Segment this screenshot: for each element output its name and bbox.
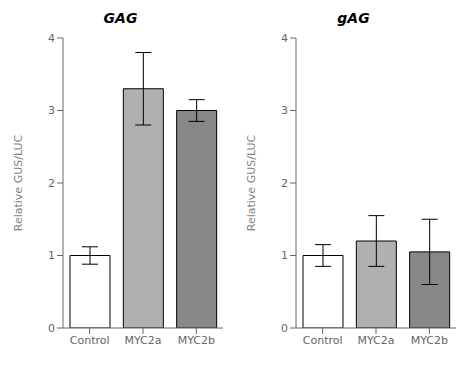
- svg-text:1: 1: [48, 249, 55, 262]
- svg-text:4: 4: [281, 32, 288, 45]
- svg-text:3: 3: [48, 104, 55, 117]
- svg-text:MYC2b: MYC2b: [411, 334, 448, 347]
- svg-text:3: 3: [281, 104, 288, 117]
- svg-text:Control: Control: [303, 334, 343, 347]
- svg-text:2: 2: [281, 177, 288, 190]
- svg-text:0: 0: [281, 322, 288, 335]
- svg-text:Relative GUS/LUC: Relative GUS/LUC: [12, 134, 25, 231]
- svg-text:Relative GUS/LUC: Relative GUS/LUC: [245, 134, 258, 231]
- svg-text:Control: Control: [70, 334, 110, 347]
- svg-text:4: 4: [48, 32, 55, 45]
- svg-text:MYC2b: MYC2b: [178, 334, 215, 347]
- svg-text:2: 2: [48, 177, 55, 190]
- svg-text:1: 1: [281, 249, 288, 262]
- html-text:GAG: GAG: [103, 10, 138, 26]
- svg-text:MYC2a: MYC2a: [357, 334, 394, 347]
- svg-text:MYC2a: MYC2a: [124, 334, 161, 347]
- svg-text:0: 0: [48, 322, 55, 335]
- html-text:gAG: gAG: [337, 10, 370, 26]
